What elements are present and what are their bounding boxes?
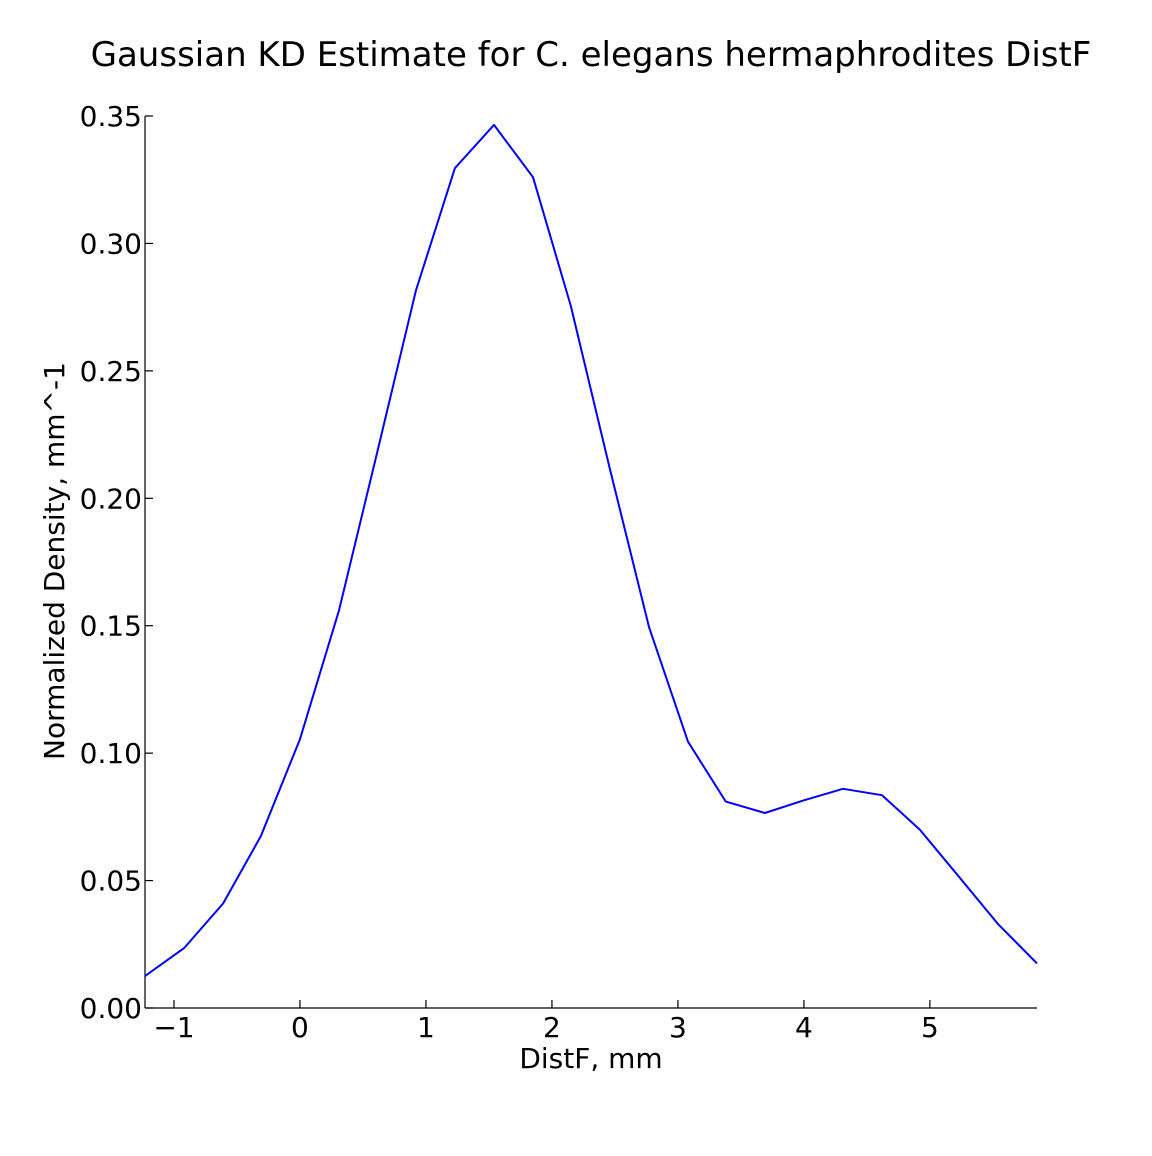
- x-tick-label: 2: [543, 1011, 561, 1044]
- x-tick-label: −1: [153, 1011, 194, 1044]
- y-axis-ticks: 0.00 0.05 0.10 0.15 0.20 0.25 0.30 0.35: [80, 100, 153, 1025]
- x-axis-label: DistF, mm: [519, 1042, 662, 1075]
- y-axis-label: Normalized Density, mm^-1: [38, 362, 71, 760]
- chart-title: Gaussian KD Estimate for C. elegans herm…: [91, 35, 1092, 75]
- y-tick-label: 0.25: [80, 355, 142, 388]
- y-tick-label: 0.30: [80, 227, 142, 260]
- plot-area: [144, 116, 1038, 1009]
- x-tick-label: 0: [291, 1011, 309, 1044]
- x-axis-ticks: −1 0 1 2 3 4 5: [153, 1000, 939, 1044]
- x-tick-label: 3: [669, 1011, 687, 1044]
- y-tick-label: 0.10: [80, 737, 142, 770]
- x-tick-label: 4: [795, 1011, 813, 1044]
- x-tick-label: 5: [921, 1011, 939, 1044]
- density-line-series-0: [144, 123, 1038, 977]
- y-tick-label: 0.35: [80, 100, 142, 133]
- y-tick-label: 0.00: [80, 992, 142, 1025]
- y-tick-label: 0.05: [80, 865, 142, 898]
- y-tick-label: 0.20: [80, 482, 142, 515]
- x-tick-label: 1: [417, 1011, 435, 1044]
- y-tick-label: 0.15: [80, 610, 142, 643]
